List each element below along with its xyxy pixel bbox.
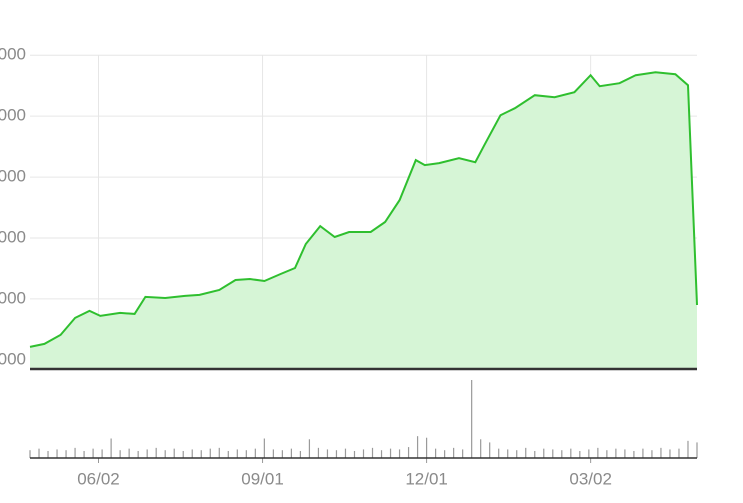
volume-bar	[525, 447, 527, 458]
volume-bar	[326, 449, 329, 458]
volume-bar	[669, 449, 671, 458]
volume-bar	[507, 449, 509, 458]
volume-bar	[407, 447, 410, 458]
y-tick-label: 000	[0, 167, 26, 186]
volume-bar	[633, 450, 635, 458]
volume-bar	[218, 447, 220, 458]
y-tick-label: 000	[0, 106, 26, 125]
volume-bar	[398, 449, 401, 458]
volume-bar	[579, 450, 581, 458]
volume-bar	[92, 448, 94, 458]
volume-bar	[597, 447, 599, 458]
volume-bar	[182, 450, 184, 458]
volume-bar	[137, 450, 139, 458]
y-tick-label: 000	[0, 288, 26, 307]
volume-bar	[687, 440, 689, 458]
volume-bar	[128, 448, 130, 458]
volume-bar	[38, 448, 40, 458]
volume-bar	[299, 450, 302, 458]
volume-bar	[678, 448, 680, 458]
y-tick-label: 000	[0, 227, 26, 246]
volume-bar	[489, 442, 491, 458]
volume-bar	[561, 450, 563, 458]
volume-bar	[425, 437, 428, 458]
x-tick-label: 09/01	[241, 469, 284, 488]
volume-bar	[462, 449, 464, 458]
price-line	[29, 71, 698, 348]
volume-bar	[498, 448, 500, 458]
volume-bar	[444, 450, 446, 458]
volume-bar	[245, 450, 247, 458]
volume-bar	[543, 448, 545, 458]
volume-bar	[164, 450, 166, 458]
volume-bar	[480, 439, 482, 458]
volume-bar	[29, 450, 31, 458]
volume-bar	[453, 447, 455, 458]
volume-bar	[200, 450, 202, 458]
volume-bar	[173, 448, 175, 458]
volume-bar	[534, 450, 536, 458]
volume-bar	[101, 449, 103, 458]
volume-bar	[624, 449, 626, 458]
volume-bar	[272, 449, 274, 458]
y-tick-label: 000	[0, 349, 26, 368]
volume-bar	[308, 439, 311, 458]
volume-bar	[651, 450, 653, 458]
volume-bar	[606, 450, 608, 458]
volume-bar	[47, 450, 49, 458]
volume-bar	[209, 448, 211, 458]
volume-bar	[335, 450, 338, 458]
volume-bar	[696, 442, 698, 458]
volume-bar	[110, 438, 112, 458]
volume-bar	[615, 448, 617, 458]
volume-bar	[516, 450, 518, 458]
y-tick-label: 000	[0, 45, 26, 64]
volume-bar	[191, 449, 193, 458]
volume-bar	[344, 448, 347, 458]
volume-bar	[74, 447, 76, 458]
volume-bar	[371, 447, 374, 458]
volume-bar	[56, 449, 58, 458]
volume-bar	[389, 448, 392, 458]
volume-bar	[471, 380, 473, 458]
volume-bar	[83, 450, 85, 458]
volume-bar	[588, 449, 590, 458]
volume-bar	[254, 448, 256, 458]
volume-bar	[416, 436, 419, 458]
volume-bar	[263, 438, 265, 458]
volume-bar	[146, 449, 148, 458]
area-fill	[30, 72, 697, 369]
volume-bar	[353, 450, 356, 458]
x-tick-label: 03/02	[569, 469, 612, 488]
volume-bar	[227, 450, 229, 458]
volume-bar	[570, 448, 572, 458]
volume-bar	[380, 450, 383, 458]
volume-bar	[362, 449, 365, 458]
x-tick-label: 06/02	[77, 469, 120, 488]
volume-bar	[236, 449, 238, 458]
volume-bar	[435, 448, 437, 458]
volume-bar	[119, 450, 121, 458]
volume-bar	[317, 447, 320, 458]
volume-bar	[660, 447, 662, 458]
volume-bar	[290, 448, 292, 458]
volume-bar	[642, 448, 644, 458]
x-tick-label: 12/01	[405, 469, 448, 488]
volume-bar	[552, 449, 554, 458]
volume-bar	[65, 450, 67, 458]
volume-bar	[155, 447, 157, 458]
volume-bar	[281, 450, 283, 458]
